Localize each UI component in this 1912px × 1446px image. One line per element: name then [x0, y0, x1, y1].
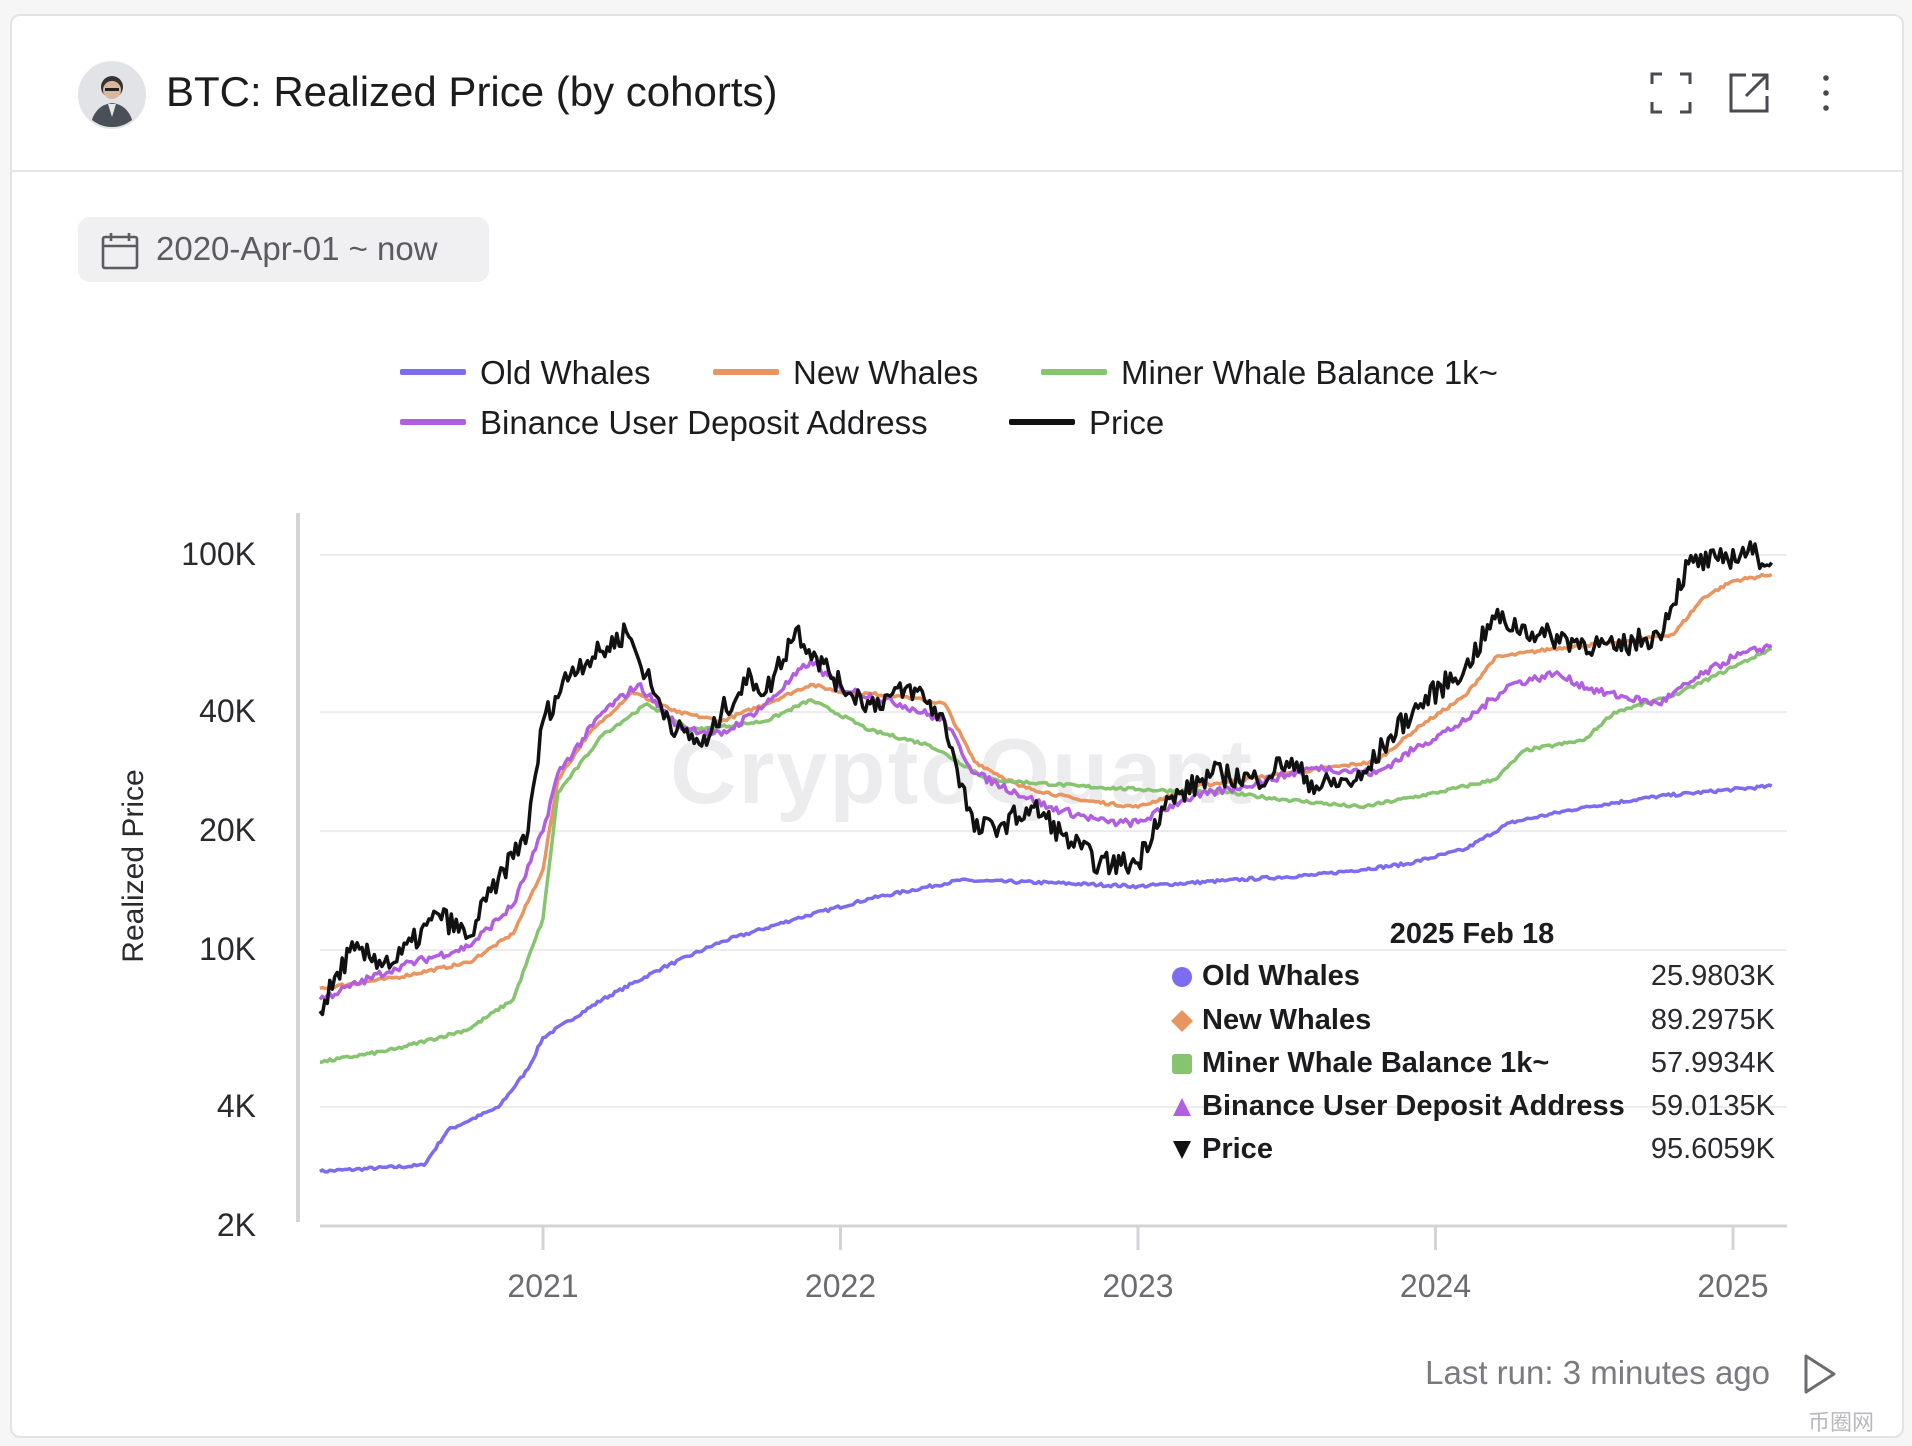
legend-swatch: [400, 419, 466, 426]
legend-swatch: [1009, 419, 1075, 426]
tooltip-series-name: Binance User Deposit Address: [1202, 1090, 1625, 1122]
x-tick-label: 2022: [804, 1268, 877, 1304]
series-line-binance: [318, 643, 1773, 1001]
triangle-up-marker-icon: [1173, 1098, 1191, 1116]
x-tick-label: 2021: [507, 1268, 579, 1304]
tooltip-row: Old Whales 25.9803K: [1165, 960, 1775, 996]
tooltip-series-name: Price: [1202, 1133, 1273, 1165]
tooltip-row: Price 95.6059K: [1165, 1133, 1775, 1169]
last-run-status: Last run: 3 minutes ago: [1425, 1354, 1770, 1391]
tooltip-series-value: 95.6059K: [1650, 1133, 1775, 1165]
series-line-miner: [319, 646, 1773, 1064]
x-tick-label: 2024: [1399, 1268, 1472, 1304]
tooltip-row: New Whales 89.2975K: [1165, 1004, 1775, 1040]
diamond-marker-icon: [1171, 1010, 1193, 1032]
legend-label: Old Whales: [480, 354, 651, 391]
legend-miner-whale[interactable]: Miner Whale Balance 1k~: [1041, 354, 1498, 392]
tooltip-series-name: Miner Whale Balance 1k~: [1202, 1047, 1550, 1079]
legend-price[interactable]: Price: [1009, 404, 1164, 442]
y-axis-label: Realized Price: [117, 769, 150, 963]
author-avatar[interactable]: [78, 61, 146, 129]
legend-binance[interactable]: Binance User Deposit Address: [400, 404, 928, 442]
calendar-icon: [101, 233, 139, 270]
x-tick-label: 2025: [1697, 1268, 1769, 1304]
square-marker-icon: [1172, 1054, 1192, 1074]
page-title: BTC: Realized Price (by cohorts): [166, 68, 778, 115]
run-button[interactable]: [1800, 1352, 1840, 1396]
tooltip-series-name: Old Whales: [1202, 960, 1360, 992]
fullscreen-icon[interactable]: [1648, 70, 1694, 116]
y-tick-label: 4K: [216, 1088, 256, 1125]
series-line-price: [318, 540, 1774, 1017]
legend-swatch: [713, 369, 779, 376]
legend-swatch: [1041, 369, 1107, 376]
y-tick-label: 10K: [199, 931, 256, 967]
circle-marker-icon: [1172, 967, 1192, 987]
play-icon: [1804, 1354, 1836, 1394]
tooltip-series-name: New Whales: [1202, 1004, 1372, 1036]
corner-logo: 币圈网: [1808, 1410, 1875, 1435]
legend-label: New Whales: [793, 354, 979, 391]
tooltip-series-value: 57.9934K: [1650, 1047, 1775, 1079]
header-divider: [10, 170, 1902, 172]
series-line-new_whales: [319, 572, 1773, 991]
x-tick-label: 2023: [1102, 1268, 1174, 1304]
y-tick-label: 40K: [199, 693, 256, 730]
series-line-old_whales: [318, 783, 1773, 1174]
y-tick-label: 100K: [181, 536, 256, 572]
legend-old-whales[interactable]: Old Whales: [400, 354, 651, 392]
legend-new-whales[interactable]: New Whales: [713, 354, 978, 392]
legend-label: Miner Whale Balance 1k~: [1121, 354, 1498, 391]
tooltip-row: Miner Whale Balance 1k~ 57.9934K: [1165, 1047, 1775, 1083]
date-range-picker[interactable]: 2020-Apr-01 ~ now: [78, 217, 489, 282]
triangle-down-marker-icon: [1173, 1141, 1191, 1159]
tooltip-series-value: 59.0135K: [1650, 1090, 1775, 1122]
y-tick-label: 20K: [199, 812, 256, 849]
tooltip-date: 2025 Feb 18: [1389, 918, 1555, 950]
y-tick-label: 2K: [216, 1207, 256, 1244]
tooltip-row: Binance User Deposit Address 59.0135K: [1165, 1090, 1775, 1126]
tooltip-series-value: 89.2975K: [1650, 1004, 1775, 1036]
legend-swatch: [400, 369, 466, 376]
tooltip-series-value: 25.9803K: [1650, 960, 1775, 992]
date-range-label: 2020-Apr-01 ~ now: [156, 230, 438, 267]
legend-label: Price: [1089, 404, 1165, 441]
legend-label: Binance User Deposit Address: [480, 404, 928, 441]
more-menu-icon[interactable]: [1803, 70, 1849, 116]
open-external-icon[interactable]: [1726, 70, 1772, 116]
